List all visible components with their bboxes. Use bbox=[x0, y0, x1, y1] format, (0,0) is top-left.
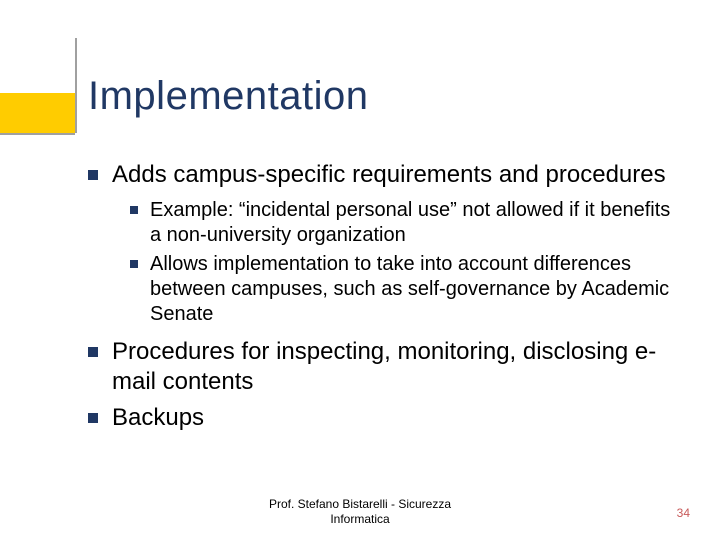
bullet-level2: Allows implementation to take into accou… bbox=[130, 252, 678, 327]
slide-footer: Prof. Stefano Bistarelli - Sicurezza Inf… bbox=[0, 497, 720, 526]
slide-title: Implementation bbox=[88, 74, 368, 119]
bullet-text: Example: “incidental personal use” not a… bbox=[150, 198, 678, 248]
bullet-level1: Adds campus-specific requirements and pr… bbox=[88, 160, 678, 327]
footer-text: Prof. Stefano Bistarelli - Sicurezza Inf… bbox=[230, 497, 490, 526]
title-accent-line-horizontal bbox=[0, 133, 75, 135]
bullet-text: Backups bbox=[112, 403, 204, 433]
title-accent-block bbox=[0, 93, 75, 133]
page-number: 34 bbox=[677, 506, 690, 520]
bullet-level2: Example: “incidental personal use” not a… bbox=[130, 198, 678, 248]
square-bullet-icon bbox=[130, 206, 138, 214]
square-bullet-icon bbox=[130, 260, 138, 268]
bullet-text: Adds campus-specific requirements and pr… bbox=[112, 160, 666, 190]
slide: Implementation Adds campus-specific requ… bbox=[0, 0, 720, 540]
sub-bullet-group: Example: “incidental personal use” not a… bbox=[130, 198, 678, 327]
square-bullet-icon bbox=[88, 413, 98, 423]
bullet-text: Allows implementation to take into accou… bbox=[150, 252, 678, 327]
square-bullet-icon bbox=[88, 170, 98, 180]
bullet-text: Procedures for inspecting, monitoring, d… bbox=[112, 337, 678, 397]
slide-body: Adds campus-specific requirements and pr… bbox=[88, 160, 678, 439]
footer-line1: Prof. Stefano Bistarelli - Sicurezza bbox=[269, 497, 451, 511]
footer-line2: Informatica bbox=[330, 512, 389, 526]
bullet-level1: Backups bbox=[88, 403, 678, 433]
square-bullet-icon bbox=[88, 347, 98, 357]
bullet-level1: Procedures for inspecting, monitoring, d… bbox=[88, 337, 678, 397]
title-accent-line-vertical bbox=[75, 38, 77, 133]
